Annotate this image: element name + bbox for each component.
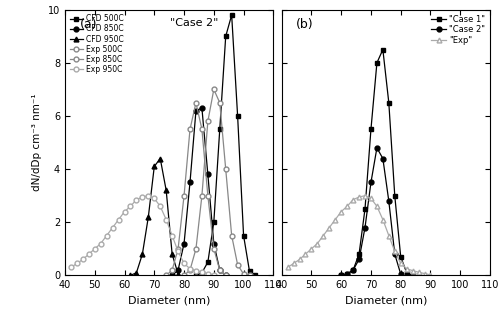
Text: (b): (b) — [296, 18, 314, 31]
Y-axis label: dN/dDp cm⁻³ nm⁻¹: dN/dDp cm⁻³ nm⁻¹ — [32, 94, 42, 191]
Legend: "Case 1", "Case 2", "Exp": "Case 1", "Case 2", "Exp" — [429, 12, 488, 48]
Legend: CFD 500C, CFD 850C, CFD 950C, Exp 500C, Exp 850C, Exp 950C: CFD 500C, CFD 850C, CFD 950C, Exp 500C, … — [68, 12, 126, 76]
Text: "Case 2": "Case 2" — [170, 18, 218, 28]
X-axis label: Diameter (nm): Diameter (nm) — [128, 296, 210, 306]
X-axis label: Diameter (nm): Diameter (nm) — [344, 296, 427, 306]
Text: (a): (a) — [80, 18, 97, 31]
